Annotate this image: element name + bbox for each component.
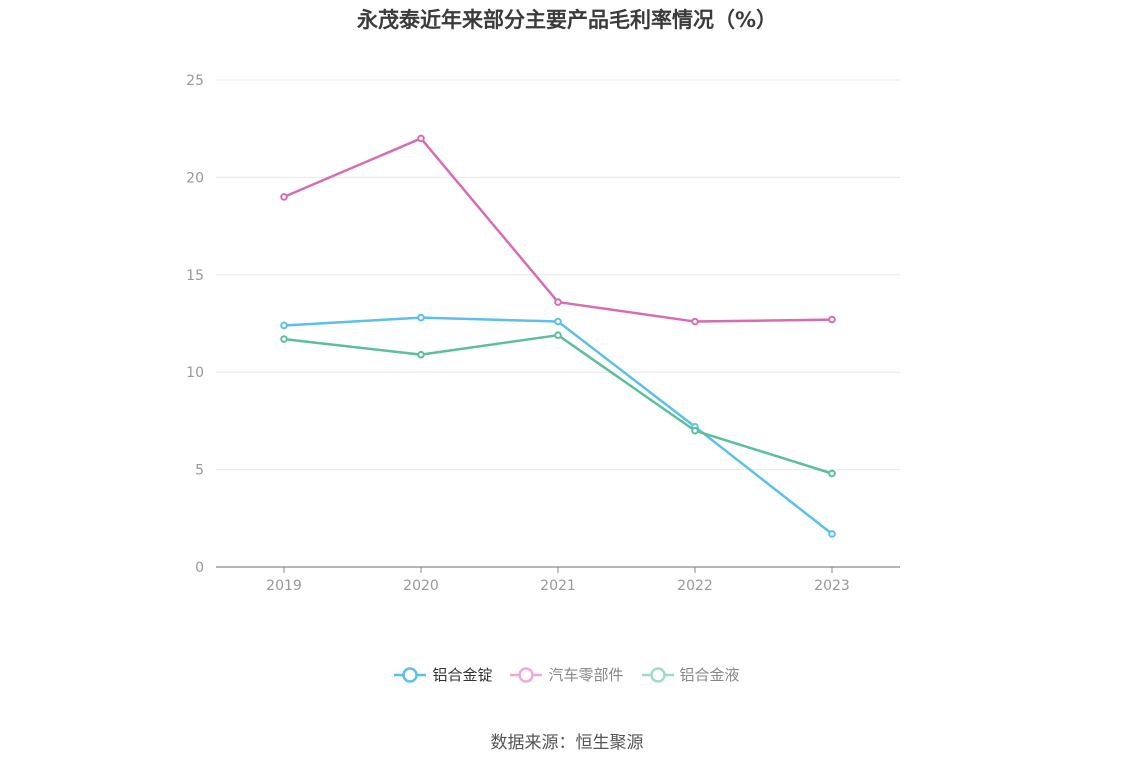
x-axis: 2019 2020 2021 2022 2023 xyxy=(216,566,900,594)
series-group xyxy=(280,134,836,538)
x-tick-label: 2019 xyxy=(266,578,302,594)
data-point xyxy=(691,426,699,435)
x-tick-label: 2021 xyxy=(540,578,576,594)
y-tick-label: 10 xyxy=(186,365,204,381)
legend-label: 铝合金锭 xyxy=(432,666,493,684)
series-line-1 xyxy=(283,137,833,323)
data-point xyxy=(691,317,699,326)
series-line-0 xyxy=(283,316,833,535)
legend-label: 铝合金液 xyxy=(679,666,740,684)
legend-swatch-marker xyxy=(402,666,419,683)
data-source: 数据来源：恒生聚源 xyxy=(490,733,644,753)
legend-swatch-0 xyxy=(394,666,427,683)
chart-title: 永茂泰近年来部分主要产品毛利率情况（%） xyxy=(356,8,778,32)
y-tick-label: 25 xyxy=(186,73,204,89)
legend-swatch-2 xyxy=(641,666,674,683)
data-point xyxy=(554,331,562,339)
legend-item-0[interactable]: 铝合金锭 xyxy=(394,664,492,685)
x-tick-label: 2022 xyxy=(677,578,713,594)
data-point xyxy=(280,335,288,343)
legend-item-1[interactable]: 汽车零部件 xyxy=(510,664,624,685)
y-axis: 0 5 10 15 20 25 xyxy=(186,73,204,576)
data-point xyxy=(417,134,425,143)
y-tick-label: 15 xyxy=(186,268,204,284)
series-line-2 xyxy=(283,333,833,475)
data-point xyxy=(828,530,836,538)
x-tick-label: 2023 xyxy=(814,578,850,594)
y-tick-label: 5 xyxy=(195,463,204,479)
data-point xyxy=(554,298,562,306)
legend-swatch-1 xyxy=(510,666,543,683)
data-point xyxy=(554,317,562,326)
data-point xyxy=(417,313,425,322)
y-tick-label: 0 xyxy=(195,560,204,576)
legend-label: 汽车零部件 xyxy=(548,666,624,684)
legend: 铝合金锭 汽车零部件 铝合金液 xyxy=(0,664,1134,685)
data-point xyxy=(280,321,288,330)
legend-item-2[interactable]: 铝合金液 xyxy=(641,664,740,685)
legend-swatch-marker xyxy=(518,666,535,683)
data-point xyxy=(280,193,288,201)
x-tick-label: 2020 xyxy=(403,578,439,594)
y-tick-label: 20 xyxy=(186,170,204,186)
legend-swatch-marker xyxy=(649,666,666,683)
data-point xyxy=(828,315,836,324)
data-point xyxy=(417,350,425,359)
data-point xyxy=(828,469,836,478)
gridlines xyxy=(216,79,900,471)
